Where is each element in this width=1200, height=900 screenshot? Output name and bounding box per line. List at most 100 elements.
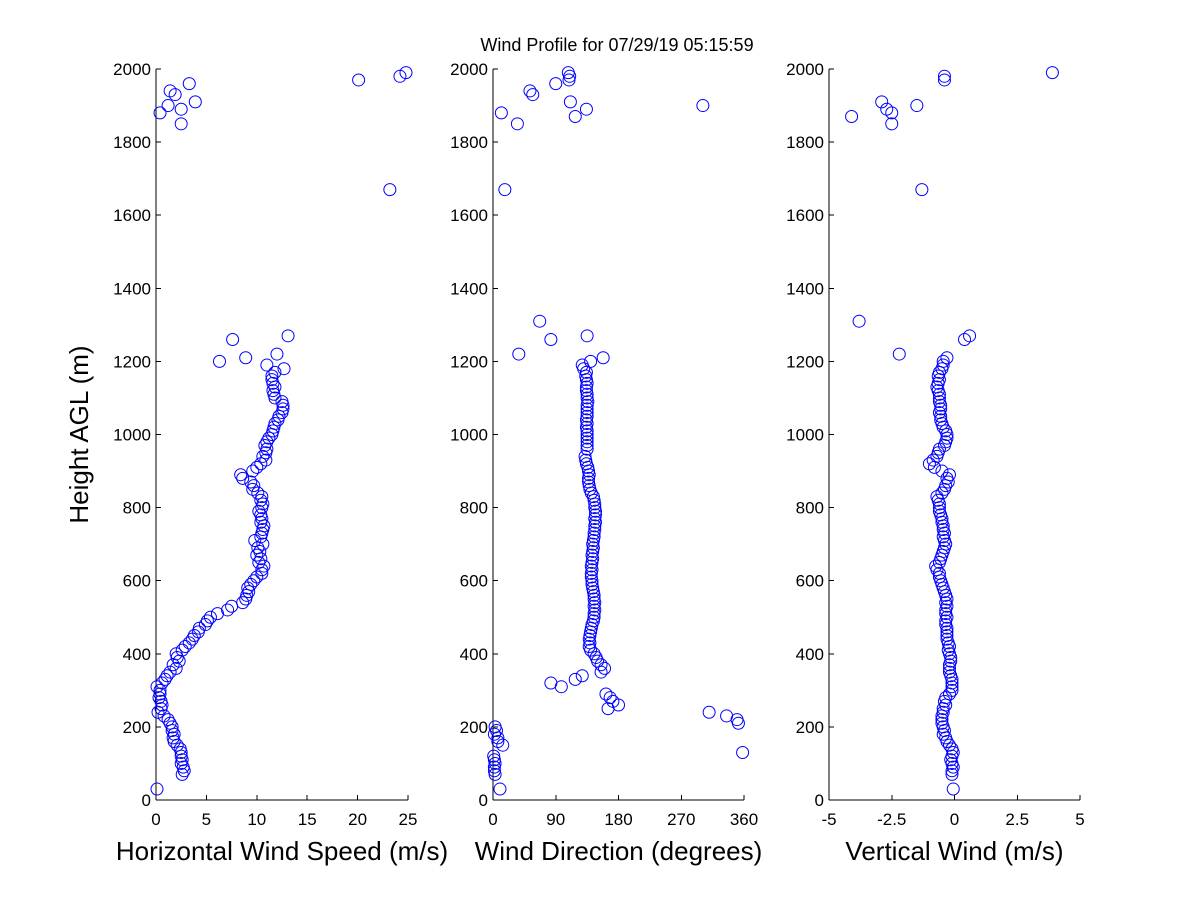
y-tick-label: 1800 — [113, 133, 151, 152]
data-point — [606, 694, 620, 708]
y-tick-label: 1800 — [786, 133, 824, 152]
data-point — [945, 742, 959, 756]
data-point — [153, 687, 167, 701]
data-point — [929, 559, 943, 573]
data-point — [942, 738, 956, 752]
y-tick-label: 1000 — [786, 426, 824, 445]
y-tick-label: 600 — [796, 572, 824, 591]
data-point — [182, 636, 196, 650]
data-point — [580, 428, 594, 441]
data-point — [945, 680, 959, 694]
data-point — [587, 530, 601, 544]
data-point — [544, 332, 558, 346]
data-point — [239, 351, 253, 365]
data-point — [934, 402, 948, 416]
data-point — [963, 329, 977, 343]
data-point — [880, 102, 894, 116]
y-tick-label: 200 — [796, 718, 824, 737]
data-point — [252, 504, 266, 518]
data-point — [247, 574, 261, 588]
y-tick-label: 1000 — [113, 426, 151, 445]
data-point — [945, 767, 959, 781]
x-tick-label: 360 — [730, 810, 758, 829]
data-point — [598, 661, 612, 675]
y-tick-label: 1200 — [450, 352, 488, 371]
data-point — [153, 106, 167, 120]
y-tick-label: 2000 — [450, 60, 488, 79]
data-point — [275, 395, 289, 409]
data-point — [603, 691, 617, 705]
data-point — [940, 632, 954, 646]
data-point — [940, 625, 954, 639]
data-point — [582, 475, 596, 489]
y-tick-label: 2000 — [113, 60, 151, 79]
data-point — [488, 720, 502, 734]
data-point — [494, 106, 508, 120]
data-point — [940, 351, 954, 365]
x-axis-title: Horizontal Wind Speed (m/s) — [116, 836, 448, 866]
data-point — [549, 77, 563, 91]
data-point — [158, 672, 172, 686]
data-point — [260, 442, 274, 456]
data-point — [942, 661, 956, 675]
data-point — [852, 314, 866, 328]
data-point — [210, 607, 224, 621]
data-point — [580, 442, 594, 456]
data-point — [946, 782, 960, 796]
data-point — [596, 351, 610, 365]
data-point — [584, 570, 598, 584]
y-tick-label: 1400 — [786, 279, 824, 298]
data-point — [226, 332, 240, 346]
x-tick-label: 5 — [1075, 810, 1084, 829]
data-point — [915, 183, 929, 197]
data-point — [352, 73, 366, 87]
data-point — [599, 687, 613, 701]
data-point — [399, 66, 413, 80]
data-point — [163, 84, 177, 98]
data-point — [493, 782, 507, 796]
y-tick-label: 2000 — [786, 60, 824, 79]
x-tick-label: 25 — [399, 810, 418, 829]
data-point — [892, 347, 906, 361]
data-point — [154, 694, 168, 708]
y-tick-label: 0 — [479, 791, 488, 810]
data-point — [934, 413, 948, 427]
data-point — [580, 402, 594, 416]
data-point — [178, 639, 192, 653]
data-point — [266, 384, 280, 398]
y-tick-label: 1000 — [450, 426, 488, 445]
data-point — [940, 471, 954, 485]
y-tick-label: 400 — [123, 645, 151, 664]
y-tick-label: 1600 — [786, 206, 824, 225]
data-point — [198, 618, 212, 632]
y-tick-label: 200 — [460, 718, 488, 737]
data-point — [262, 431, 276, 445]
data-point — [580, 435, 594, 449]
data-point — [281, 329, 295, 343]
y-tick-label: 400 — [460, 645, 488, 664]
data-point — [153, 683, 167, 697]
data-point — [594, 658, 608, 672]
data-point — [935, 486, 949, 500]
x-tick-label: 5 — [202, 810, 211, 829]
data-point — [200, 614, 214, 628]
data-point — [155, 676, 169, 690]
panel-vertical-wind: 0 200 400 600 800 1000 1200 1400 1600 1800 2000 -5 -… — [786, 60, 1085, 866]
data-point — [268, 365, 282, 379]
data-point — [588, 508, 602, 522]
y-tick-label: 1600 — [450, 206, 488, 225]
data-point — [584, 354, 598, 368]
data-point — [246, 464, 260, 478]
y-tick-label: 1200 — [113, 352, 151, 371]
data-point — [188, 95, 202, 109]
data-point — [575, 669, 589, 683]
x-tick-label: 0 — [488, 810, 497, 829]
data-point — [523, 84, 537, 98]
data-point — [496, 738, 510, 752]
x-tick-label: 20 — [348, 810, 367, 829]
data-point — [580, 391, 594, 405]
data-point — [268, 417, 282, 431]
data-point — [176, 760, 190, 774]
data-point — [939, 607, 953, 621]
data-point — [203, 610, 217, 624]
